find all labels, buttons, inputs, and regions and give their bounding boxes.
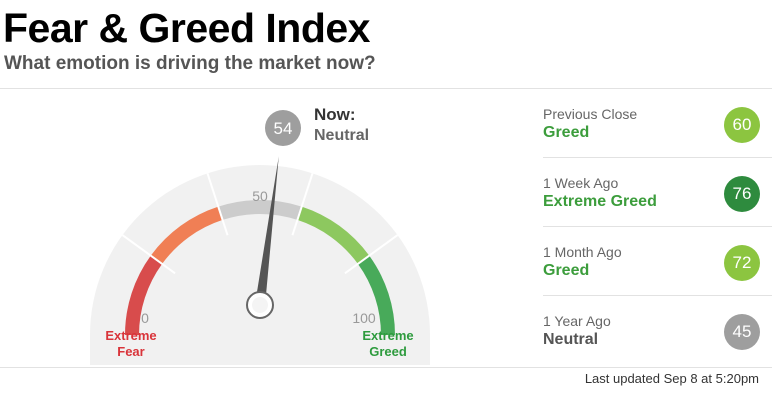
- history-status: Greed: [543, 124, 590, 141]
- gauge-segment-fear: [150, 206, 223, 265]
- gauge-segment-extreme-greed: [357, 255, 395, 336]
- tick-label-100: 100: [352, 310, 376, 326]
- history-row-previous-close: Previous Close Greed 60: [543, 89, 772, 158]
- extreme-greed-label-line1: Extreme: [362, 328, 413, 343]
- gauge-divider: [206, 173, 229, 236]
- needle-hub-inner: [252, 297, 268, 313]
- gauge-segment-extreme-fear: [125, 255, 163, 336]
- history-status: Extreme Greed: [543, 193, 657, 210]
- gauge-divider: [291, 173, 314, 236]
- bottom-divider: [0, 367, 772, 368]
- gauge-background: [90, 165, 430, 365]
- history-value-badge: 76: [724, 176, 760, 212]
- history-row-1-week-ago: 1 Week Ago Extreme Greed 76: [543, 158, 772, 227]
- extreme-greed-label-line2: Greed: [369, 344, 407, 359]
- gauge-divider: [344, 234, 399, 275]
- extreme-fear-label-line1: Extreme: [105, 328, 156, 343]
- history-value-badge: 60: [724, 107, 760, 143]
- gauge-divider: [121, 234, 176, 275]
- current-value-badge: [265, 110, 301, 146]
- page-subtitle: What emotion is driving the market now?: [4, 53, 376, 74]
- now-label: Now:: [314, 105, 356, 124]
- history-divider: [543, 157, 772, 158]
- history-row-1-month-ago: 1 Month Ago Greed 72: [543, 227, 772, 296]
- tick-label-0: 0: [141, 310, 149, 326]
- gauge-segment-greed: [297, 206, 370, 265]
- history-divider: [543, 226, 772, 227]
- history-label: Previous Close: [543, 106, 638, 122]
- history-row-1-year-ago: 1 Year Ago Neutral 45: [543, 296, 772, 365]
- extreme-fear-label-line2: Fear: [117, 344, 144, 359]
- history-label: 1 Year Ago: [543, 313, 611, 329]
- history-divider: [543, 295, 772, 296]
- history-status: Greed: [543, 262, 590, 279]
- gauge-segment-neutral: [218, 200, 302, 220]
- last-updated: Last updated Sep 8 at 5:20pm: [584, 371, 759, 386]
- now-status: Neutral: [314, 127, 370, 144]
- tick-label-50: 50: [252, 188, 268, 204]
- top-divider: [0, 88, 772, 89]
- history-value-badge: 72: [724, 245, 760, 281]
- history-label: 1 Week Ago: [543, 175, 619, 191]
- history-value-badge: 45: [724, 314, 760, 350]
- current-value: 54: [274, 119, 293, 138]
- fear-greed-gauge: 0 50 100 Extreme Fear Extreme Greed 54: [80, 95, 440, 365]
- history-status: Neutral: [543, 331, 599, 348]
- page-title: Fear & Greed Index: [3, 5, 370, 51]
- history-label: 1 Month Ago: [543, 244, 622, 260]
- gauge-needle: [255, 156, 279, 306]
